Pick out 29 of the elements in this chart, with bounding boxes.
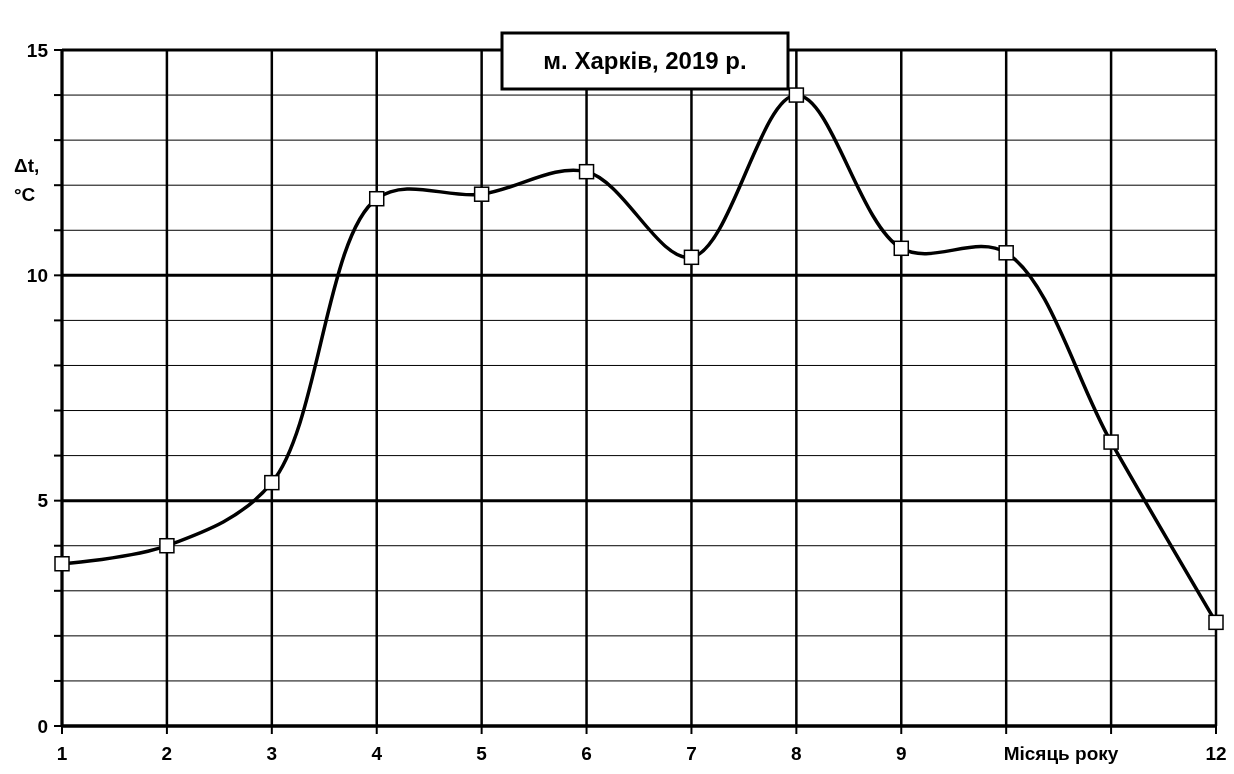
point	[473, 186, 490, 202]
y-tick-label: 15	[26, 39, 49, 61]
x-tick-label: 1	[56, 743, 68, 764]
point	[368, 190, 385, 207]
point	[1103, 434, 1119, 450]
y-tick-label: 5	[37, 490, 49, 512]
y-axis-title: Δt, °C	[14, 155, 40, 206]
point	[159, 537, 175, 554]
point	[54, 556, 70, 572]
y-tick-label: 10	[26, 264, 48, 286]
x-tick-label: 12	[1205, 743, 1227, 764]
point	[1208, 614, 1224, 631]
x-tick-label: 5	[476, 743, 488, 764]
x-tick-label: 2	[161, 743, 173, 764]
point	[264, 474, 280, 491]
x-axis-title: Місяць року	[1003, 743, 1119, 764]
point	[893, 240, 910, 257]
x-tick-label: 7	[686, 743, 697, 764]
chart-title: м. Харків, 2019 р.	[543, 47, 747, 75]
y-tick-label: 0	[37, 715, 48, 737]
point	[788, 87, 805, 103]
x-tick-label: 6	[581, 743, 592, 764]
x-tick-label: 3	[266, 743, 278, 764]
point	[998, 245, 1014, 261]
point	[683, 249, 700, 266]
point	[578, 163, 595, 180]
x-tick-label: 8	[791, 743, 802, 764]
x-tick-label: 9	[895, 743, 907, 764]
x-tick-label: 4	[371, 743, 383, 764]
